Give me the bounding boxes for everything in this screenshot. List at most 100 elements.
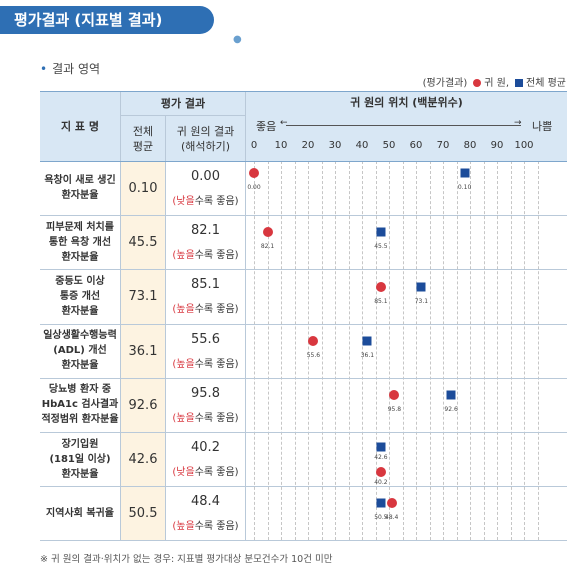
- hospital-label: 95.8: [387, 405, 402, 413]
- x-tick-label: 70: [436, 140, 450, 151]
- interpretation-highlight: (높을: [172, 304, 195, 316]
- hospital-result-value: 48.4: [191, 494, 220, 510]
- interpretation-rest: 수록 좋음): [194, 412, 239, 424]
- header-hospital-result: 귀 원의 결과 (해석하기): [166, 116, 245, 161]
- good-label: 좋음: [256, 120, 277, 133]
- indicator-name-line: (181일 이상): [49, 453, 111, 465]
- grid-line: [510, 161, 512, 541]
- national-square-icon: [515, 78, 524, 87]
- header-bottom-line: [40, 161, 567, 162]
- header-position: 귀 원의 위치 (백분위수): [246, 91, 567, 161]
- row-divider: [40, 432, 567, 433]
- hospital-marker: [375, 281, 386, 292]
- x-tick-label: 20: [301, 140, 315, 151]
- interpretation-highlight: (낮을: [172, 196, 195, 208]
- national-avg-label: 36.1: [360, 351, 375, 359]
- national-avg-label: 42.6: [374, 454, 388, 462]
- overall-avg-cell: 50.5: [121, 487, 165, 541]
- hospital-marker: [386, 498, 397, 509]
- column-divider: [120, 91, 121, 541]
- hospital-result-value: 95.8: [191, 385, 220, 401]
- interpretation-highlight: (낮을: [172, 467, 195, 479]
- national-avg-label: 92.6: [444, 405, 458, 413]
- grid-line: [294, 161, 296, 541]
- row-divider: [40, 377, 567, 379]
- hospital-result-cell: 0.00 (낮을수록 좋음): [166, 161, 245, 215]
- indicator-name-line: 환자분율: [61, 305, 99, 317]
- legend-label: (평가결과): [422, 78, 468, 89]
- grid-line: [281, 161, 282, 541]
- overall-avg-cell: 73.1: [121, 270, 165, 324]
- indicator-name-line: 당뇨병 환자 중: [48, 384, 112, 396]
- row-divider: [40, 540, 567, 542]
- grid-line: [402, 161, 404, 541]
- grid-line: [429, 161, 431, 541]
- legend-hospital: 귀 원,: [484, 78, 510, 89]
- hospital-result-value: 0.00: [191, 169, 220, 185]
- national-avg-marker: [376, 442, 386, 452]
- hospital-result-cell: 85.1 (높을수록 좋음): [166, 269, 245, 323]
- hospital-marker: [249, 168, 259, 179]
- x-tick-label: 40: [355, 140, 369, 151]
- indicator-name-line: 통증 개선: [59, 290, 101, 302]
- hospital-result-value: 85.1: [191, 277, 220, 293]
- grid-line: [321, 161, 323, 541]
- grid-line: [443, 161, 444, 541]
- hospital-result-value: 55.6: [191, 331, 220, 347]
- grid-line: [308, 161, 309, 541]
- hospital-label: 55.6: [306, 351, 321, 359]
- hospital-marker: [375, 467, 386, 478]
- grid-line: [375, 161, 377, 541]
- indicator-name-line: 환자분율: [61, 190, 99, 202]
- indicator-name: 피부문제 처치를 통한 욕창 개선 환자분율: [40, 215, 120, 269]
- indicator-name-line: 장기입원: [61, 438, 99, 450]
- hospital-marker: [308, 335, 319, 346]
- interpretation-highlight: (높을: [172, 521, 195, 533]
- x-tick-label: 90: [490, 140, 504, 151]
- indicator-name-line: 일상생활수행능력: [43, 330, 117, 342]
- grid-line: [254, 161, 255, 541]
- hospital-result-cell: 95.8 (높을수록 좋음): [166, 378, 245, 432]
- header-eval-result: 평가 결과: [121, 91, 245, 115]
- interpretation-rest: 수록 좋음): [194, 196, 239, 208]
- decorative-dot: ●: [233, 34, 242, 45]
- good-bad-arrow-line: [286, 125, 521, 126]
- arrow-left-icon: ←: [280, 118, 288, 128]
- national-avg-marker: [460, 168, 470, 178]
- interpretation-rest: 수록 좋음): [194, 304, 239, 316]
- x-tick-label: 50: [382, 140, 396, 151]
- x-tick-label: 60: [409, 140, 423, 151]
- national-avg-label: 73.1: [414, 297, 429, 305]
- indicator-name-line: 욕창이 새로 생긴: [44, 175, 116, 187]
- hospital-result-cell: 48.4 (높을수록 좋음): [166, 486, 245, 540]
- result-interpretation: (낮을수록 좋음): [172, 463, 238, 478]
- x-tick-label: 0: [250, 140, 258, 151]
- grid-line: [348, 161, 350, 541]
- hospital-result-cell: 55.6 (높을수록 좋음): [166, 324, 245, 378]
- indicator-name: 장기입원 (181일 이상) 환자분율: [40, 432, 120, 486]
- row-divider: [40, 269, 567, 271]
- table-top-line: [40, 91, 567, 92]
- bullet-icon: •: [40, 62, 48, 76]
- row-divider: [40, 323, 567, 325]
- interpretation-highlight: (높을: [172, 358, 195, 370]
- grid-line: [362, 161, 363, 541]
- x-tick-label: 30: [328, 140, 342, 151]
- grid-line: [456, 161, 458, 541]
- column-divider: [165, 116, 166, 541]
- grid-line: [416, 161, 417, 541]
- national-avg-label: 50.5: [374, 514, 388, 522]
- indicator-name: 중등도 이상 통증 개선 환자분율: [40, 269, 120, 323]
- header-indicator: 지 표 명: [40, 91, 120, 161]
- result-interpretation: (높을수록 좋음): [172, 300, 238, 315]
- indicator-name-line: 환자분율: [61, 468, 99, 480]
- national-avg-marker: [376, 227, 386, 237]
- indicator-name-line: 적정범위 환자분율: [41, 414, 119, 426]
- indicator-name-line: 통한 욕창 개선: [48, 236, 112, 248]
- hospital-result-value: 40.2: [191, 440, 220, 456]
- x-tick-label: 10: [274, 140, 288, 151]
- indicator-name-line: HbA1c 검사결과: [41, 399, 119, 411]
- national-avg-marker: [376, 498, 386, 508]
- hospital-label: 82.1: [260, 243, 275, 251]
